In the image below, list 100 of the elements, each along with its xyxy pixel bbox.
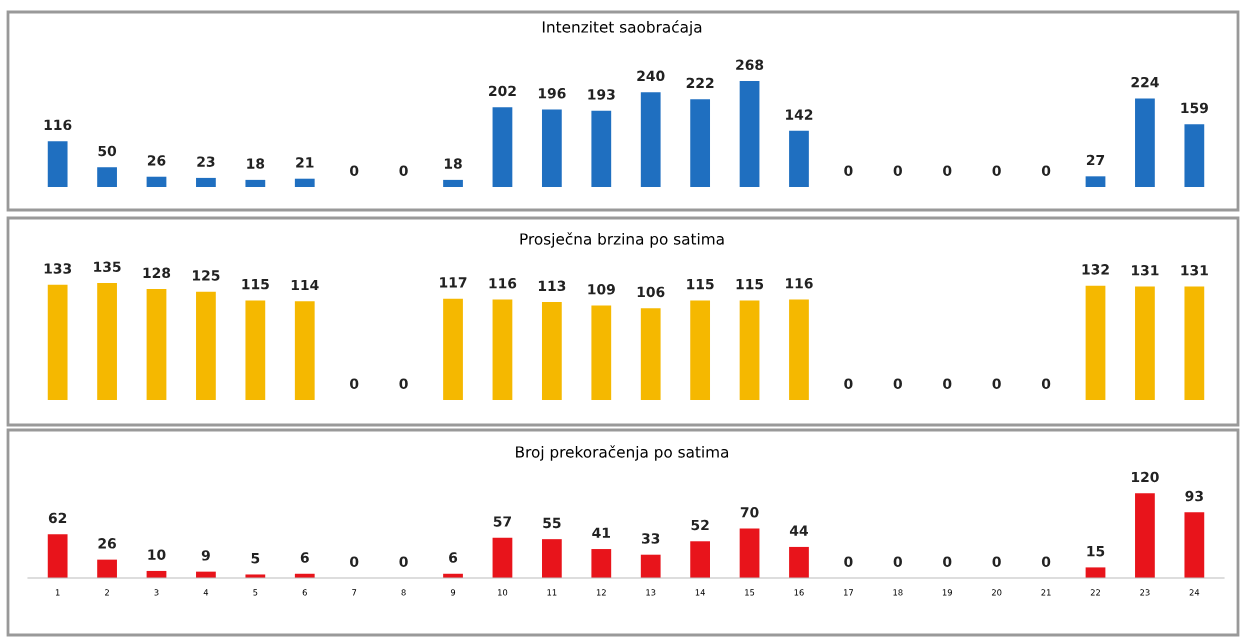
bar <box>443 179 463 187</box>
bar <box>492 299 513 400</box>
x-tick-label: 23 <box>1140 589 1150 596</box>
data-label: 33 <box>641 533 660 544</box>
bar <box>245 300 266 400</box>
data-label: 0 <box>844 165 853 176</box>
data-label: 0 <box>893 378 902 389</box>
x-tick-label: 5 <box>253 589 258 596</box>
chart-title: Broj prekoračenja po satima <box>516 445 729 461</box>
x-tick-label: 3 <box>154 589 159 596</box>
x-tick-label: 19 <box>942 589 952 596</box>
data-label: 93 <box>1185 490 1203 502</box>
bar <box>690 99 711 187</box>
data-label: 6 <box>300 552 309 563</box>
data-label: 0 <box>992 378 1001 389</box>
bar <box>97 559 117 578</box>
bar <box>47 534 68 578</box>
x-tick-label: 16 <box>794 589 804 596</box>
x-tick-label: 7 <box>352 589 357 596</box>
data-label: 202 <box>489 85 516 97</box>
x-tick-label: 13 <box>646 589 656 596</box>
data-label: 116 <box>489 277 517 289</box>
chart-title: Intenzitet saobraćaja <box>542 20 702 36</box>
bar <box>591 549 612 578</box>
data-label: 0 <box>1041 378 1051 389</box>
data-label: 23 <box>197 156 215 167</box>
data-label: 0 <box>844 556 853 567</box>
x-tick-label: 12 <box>596 589 606 596</box>
bar <box>492 537 513 578</box>
bar <box>146 289 167 400</box>
data-label: 0 <box>399 378 408 389</box>
data-label: 0 <box>350 165 359 176</box>
data-label: 55 <box>543 517 561 529</box>
x-tick-label: 21 <box>1041 589 1051 596</box>
x-tick-label: 22 <box>1090 589 1100 596</box>
bar <box>739 81 760 187</box>
data-label: 128 <box>143 267 171 279</box>
data-label: 0 <box>992 165 1001 176</box>
data-label: 116 <box>786 277 813 289</box>
bar <box>47 141 68 187</box>
data-label: 18 <box>444 158 462 169</box>
bar <box>492 107 513 187</box>
bar <box>1085 285 1106 400</box>
bar <box>47 284 68 400</box>
data-label: 0 <box>844 378 853 389</box>
bar <box>1135 493 1155 578</box>
bar <box>1135 286 1155 400</box>
x-tick-label: 8 <box>401 589 406 596</box>
data-label: 0 <box>943 556 952 567</box>
bar <box>1184 124 1205 187</box>
bar <box>640 308 661 400</box>
data-label: 109 <box>588 284 615 295</box>
data-label: 0 <box>350 378 359 389</box>
bar <box>294 178 315 187</box>
bar <box>97 167 117 187</box>
x-tick-label: 17 <box>844 589 853 596</box>
bar <box>245 179 266 187</box>
bar <box>1085 176 1106 187</box>
x-tick-label: 15 <box>745 589 755 596</box>
data-label: 0 <box>399 165 408 176</box>
x-tick-label: 14 <box>695 589 705 596</box>
x-tick-label: 9 <box>450 589 456 596</box>
bar <box>541 109 562 187</box>
bar <box>739 528 760 578</box>
x-tick-label: 24 <box>1189 589 1200 596</box>
data-label: 0 <box>893 165 902 176</box>
bar <box>640 92 661 187</box>
bar <box>541 302 562 400</box>
bar <box>640 554 661 578</box>
data-label: 125 <box>192 270 220 281</box>
bar <box>789 130 809 187</box>
chart-title: Prosječna brzina po satima <box>520 232 724 248</box>
data-label: 0 <box>992 556 1001 567</box>
data-label: 159 <box>1181 102 1208 114</box>
bar <box>146 176 167 187</box>
data-label: 114 <box>291 279 319 291</box>
data-label: 115 <box>242 279 269 290</box>
bar <box>294 301 315 400</box>
data-label: 15 <box>1087 546 1105 557</box>
bar <box>1135 98 1155 187</box>
data-label: 142 <box>786 109 813 120</box>
data-label: 135 <box>94 261 121 273</box>
bar <box>789 299 809 400</box>
data-label: 224 <box>1131 76 1159 88</box>
data-label: 9 <box>201 550 210 561</box>
data-label: 106 <box>637 286 665 298</box>
data-label: 27 <box>1086 154 1105 166</box>
x-tick-label: 11 <box>547 589 557 596</box>
bar <box>789 546 809 578</box>
bar <box>1085 567 1106 578</box>
data-label: 57 <box>493 516 512 527</box>
data-label: 196 <box>538 88 566 99</box>
data-label: 117 <box>440 277 467 288</box>
data-label: 0 <box>943 378 952 389</box>
x-tick-label: 2 <box>105 589 109 596</box>
data-label: 41 <box>592 527 610 538</box>
data-label: 5 <box>251 553 260 564</box>
data-label: 52 <box>691 519 709 531</box>
data-label: 115 <box>687 279 714 290</box>
data-label: 268 <box>736 59 764 71</box>
